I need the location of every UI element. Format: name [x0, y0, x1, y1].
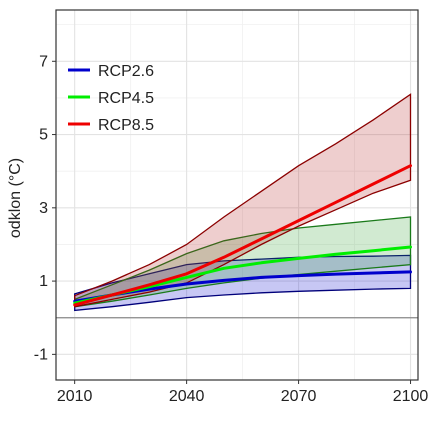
plot-background — [56, 10, 418, 380]
y-tick-label: 1 — [39, 273, 48, 290]
legend: RCP2.6 RCP4.5 RCP8.5 — [68, 63, 154, 134]
plot-border — [55, 9, 419, 381]
plot-frame — [55, 9, 419, 381]
line-rcp85 — [73, 164, 412, 307]
x-tick-label: 2100 — [393, 388, 428, 405]
plot-area — [56, 10, 418, 380]
x-tick-label: 2040 — [169, 388, 205, 405]
y-tick-label: 7 — [39, 53, 48, 70]
y-tick-label: -1 — [34, 346, 48, 363]
axis-ticks: 2010 2040 2070 2100 -1 1 3 5 7 — [34, 53, 428, 405]
x-tick-label: 2070 — [281, 388, 317, 405]
legend-label-rcp45: RCP4.5 — [98, 90, 154, 107]
legend-label-rcp85: RCP8.5 — [98, 117, 154, 134]
y-axis-title: odklon (°C) — [7, 158, 24, 238]
y-tick-label: 3 — [39, 200, 48, 217]
x-tick-label: 2010 — [57, 388, 93, 405]
y-tick-label: 5 — [39, 127, 48, 144]
legend-label-rcp26: RCP2.6 — [98, 63, 154, 80]
band-rcp26 — [74, 254, 412, 312]
band-rcp85 — [74, 93, 412, 308]
series-lines — [73, 164, 412, 307]
